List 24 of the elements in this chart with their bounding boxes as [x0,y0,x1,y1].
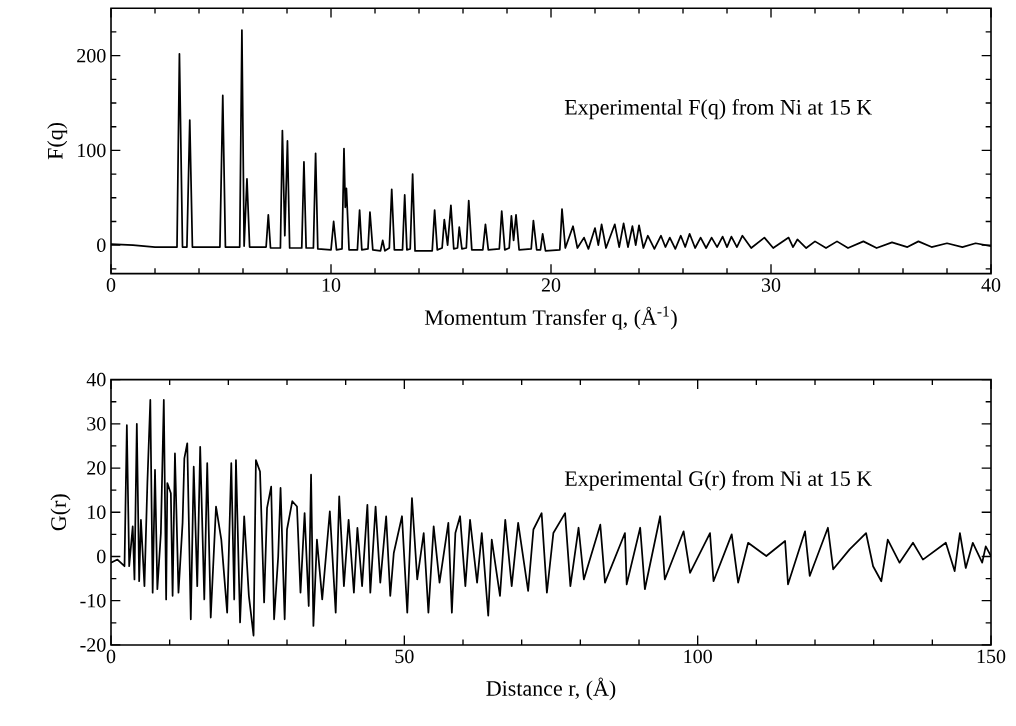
x-tick-label: 30 [761,278,781,292]
x-tick-label: 150 [977,649,1006,664]
y-tick-label: 0 [97,549,106,564]
y-tick-label: -20 [80,638,106,652]
y-tick-label: 30 [87,417,106,431]
annotation: Experimental G(r) from Ni at 15 K [564,470,872,491]
y-tick-label: 40 [86,372,106,387]
x-tick-label: 50 [395,649,414,664]
x-tick-label: 0 [106,278,116,292]
y-tick-label: 100 [78,143,106,158]
y-tick-label: 200 [77,48,106,63]
x-tick-label: 20 [541,278,561,292]
x-tick-label: 100 [684,649,712,664]
x-axis-title: Momentum Transfer q, (Å$^{-1}$) [424,306,677,330]
y-tick-label: 20 [87,461,106,475]
x-tick-label: 40 [981,278,1001,292]
y-tick-label: 10 [88,505,106,520]
y-tick-label: 0 [97,238,106,252]
y-tick-label: -10 [80,593,106,608]
x-axis-title: Distance r, (Å) [486,677,616,701]
y-axis-title: G(r) [50,494,71,531]
x-tick-label: 10 [322,278,341,292]
y-axis-title: F(q) [47,122,68,160]
annotation: Experimental F(q) from Ni at 15 K [564,99,872,120]
